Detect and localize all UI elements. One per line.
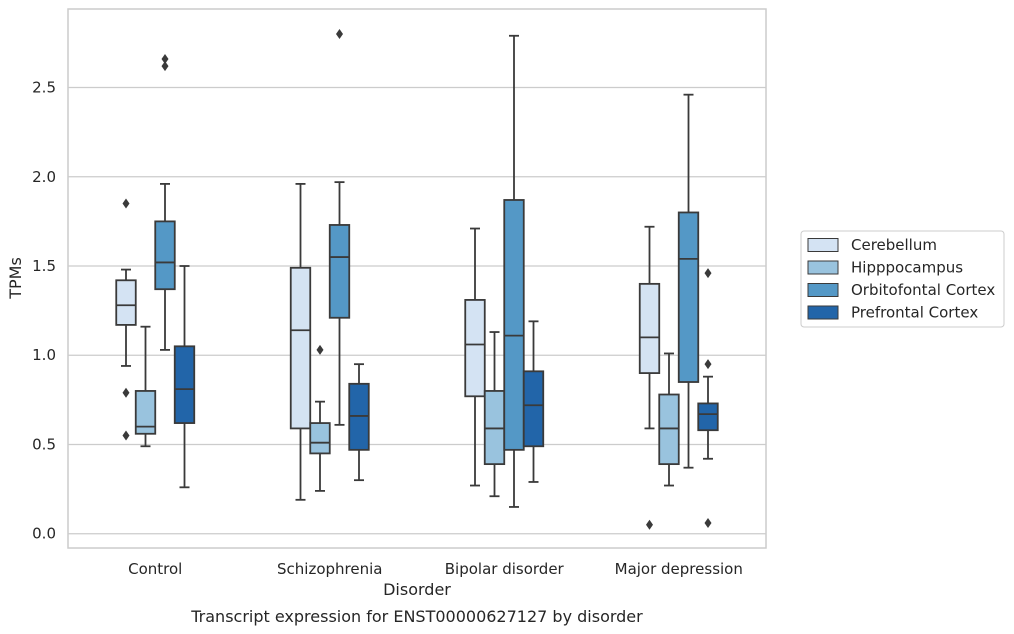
box-control xyxy=(154,53,176,351)
figure-caption: Transcript expression for ENST0000062712… xyxy=(190,607,643,626)
y-tick-label: 1.5 xyxy=(32,257,56,275)
outlier-point xyxy=(122,387,130,398)
legend-swatch xyxy=(807,283,839,297)
outlier-point xyxy=(122,198,130,209)
box-major-depression xyxy=(677,93,700,469)
x-tick-label: Control xyxy=(128,560,182,578)
legend-label: Orbitofontal Cortex xyxy=(851,281,995,299)
box-iqr xyxy=(173,345,196,424)
box-bipolar-disorder xyxy=(503,34,525,508)
legend-label: Hipppocampus xyxy=(851,259,963,277)
outlier-point xyxy=(704,359,712,370)
box-control xyxy=(115,198,137,441)
box-schizophrenia xyxy=(289,183,312,501)
box-iqr xyxy=(328,224,351,319)
y-tick-label: 1.0 xyxy=(32,346,56,364)
y-tick-label: 2.5 xyxy=(32,79,56,97)
legend-swatch xyxy=(807,260,839,275)
legend-label: Cerebellum xyxy=(851,236,937,254)
box-major-depression xyxy=(697,268,719,529)
series-orbitofontal-cortex xyxy=(154,28,700,508)
box-major-depression xyxy=(658,352,680,487)
outlier-point xyxy=(161,53,169,64)
legend-swatch xyxy=(807,305,839,320)
x-tick-label: Major depression xyxy=(615,560,743,578)
outlier-point xyxy=(646,519,653,530)
x-tick-label: Bipolar disorder xyxy=(445,560,565,578)
outlier-point xyxy=(161,61,169,72)
x-axis-ticks: Control Schizophrenia Bipolar disorder Majo… xyxy=(128,560,743,578)
outlier-point xyxy=(704,518,712,529)
y-tick-label: 2.0 xyxy=(32,168,56,186)
legend-label: Prefrontal Cortex xyxy=(851,304,978,322)
box-bipolar-disorder xyxy=(483,331,506,498)
plot-area-frame xyxy=(67,8,767,549)
outlier-point xyxy=(336,28,343,39)
box-bipolar-disorder xyxy=(464,227,486,487)
y-tick-label: 0.0 xyxy=(32,525,56,543)
box-iqr xyxy=(503,199,525,451)
box-iqr xyxy=(677,211,700,383)
x-tick-label: Schizophrenia xyxy=(277,560,382,578)
legend-frame xyxy=(800,230,1005,328)
box-iqr xyxy=(289,266,312,430)
y-tick-label: 0.5 xyxy=(32,435,56,453)
box-schizophrenia xyxy=(328,28,351,426)
outlier-point xyxy=(316,344,324,355)
outlier-point xyxy=(704,268,712,279)
box-iqr xyxy=(522,370,545,448)
box-series xyxy=(115,28,719,530)
x-axis-label: Disorder xyxy=(383,580,451,599)
legend-swatch xyxy=(807,238,839,252)
box-schizophrenia xyxy=(348,363,370,482)
box-iqr xyxy=(638,282,661,374)
box-iqr xyxy=(134,390,157,435)
y-axis-label: TPMs xyxy=(6,257,25,300)
legend: Cerebellum Hipppocampus Orbitofontal Corte… xyxy=(800,230,1005,328)
series-cerebellum xyxy=(115,183,661,530)
box-bipolar-disorder xyxy=(522,320,545,483)
box-major-depression xyxy=(638,225,661,530)
box-iqr xyxy=(309,422,331,455)
y-axis-ticks: 0.0 0.5 1.0 1.5 2.0 2.5 xyxy=(32,79,56,543)
outlier-point xyxy=(122,430,130,441)
box-control xyxy=(173,265,196,489)
series-hipppocampus xyxy=(134,325,680,498)
box-schizophrenia xyxy=(309,344,331,492)
gridlines xyxy=(68,86,766,535)
box-iqr xyxy=(154,220,176,291)
box-iqr xyxy=(464,299,486,398)
box-iqr xyxy=(115,279,137,326)
box-control xyxy=(134,325,157,448)
series-prefrontal-cortex xyxy=(173,265,719,529)
box-iqr xyxy=(697,402,719,432)
